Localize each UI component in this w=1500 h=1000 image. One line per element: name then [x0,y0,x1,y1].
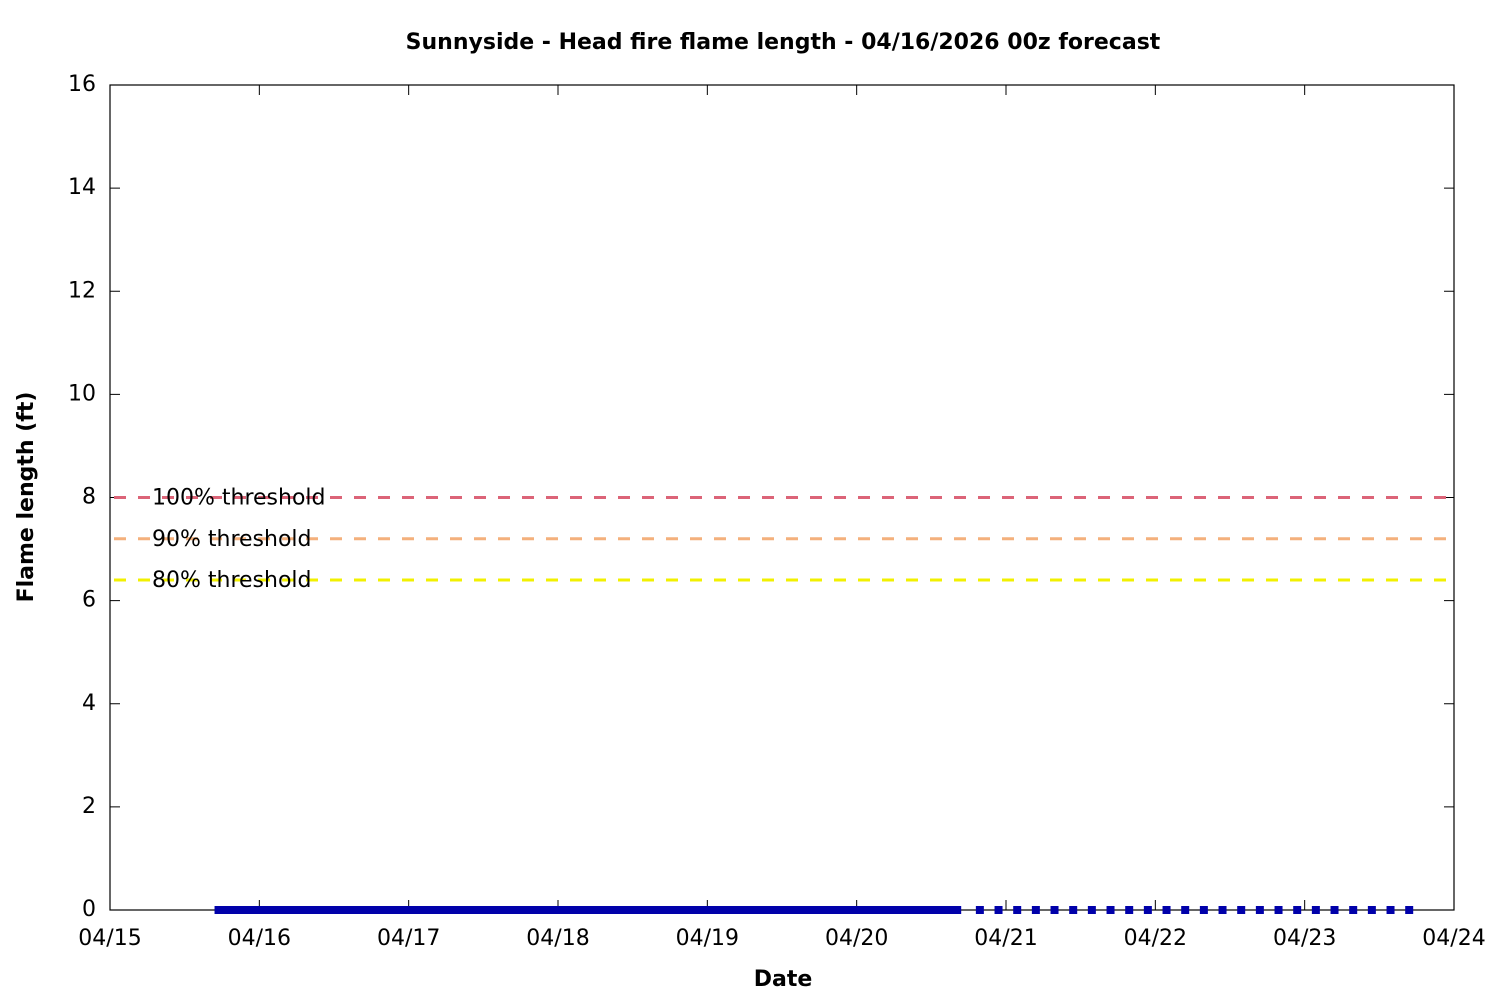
series-point [994,906,1003,914]
threshold-label: 90% threshold [152,527,312,552]
chart-title: Sunnyside - Head fire flame length - 04/… [406,30,1161,55]
series-point [1143,906,1152,914]
y-tick-label: 10 [68,381,96,406]
x-tick-label: 04/15 [78,926,141,951]
y-tick-label: 8 [82,485,96,510]
x-tick-label: 04/22 [1124,926,1187,951]
y-tick-label: 6 [82,588,96,613]
series-point [1162,906,1171,914]
x-tick-label: 04/24 [1422,926,1485,951]
series-point [1031,906,1040,914]
y-tick-label: 4 [82,691,96,716]
series-point [1386,906,1395,914]
series-point [1069,906,1078,914]
threshold-label: 80% threshold [152,568,312,593]
y-tick-label: 12 [68,278,96,303]
series-point [1218,906,1227,914]
x-tick-label: 04/20 [825,926,888,951]
x-tick-label: 04/21 [974,926,1037,951]
x-tick-label: 04/17 [377,926,440,951]
series-point [1050,906,1059,914]
series-point [1237,906,1246,914]
y-tick-label: 0 [82,897,96,922]
series-point [1367,906,1376,914]
series-point [1255,906,1264,914]
y-tick-label: 16 [68,72,96,97]
series-point [1293,906,1302,914]
series-point [1125,906,1134,914]
y-tick-label: 14 [68,175,96,200]
y-axis-label: Flame length (ft) [14,392,39,603]
x-axis-label: Date [754,967,813,992]
series-point [1013,906,1022,914]
x-tick-label: 04/18 [526,926,589,951]
x-tick-label: 04/19 [676,926,739,951]
series-point [975,906,984,914]
y-tick-label: 2 [82,794,96,819]
series-point [1181,906,1190,914]
threshold-label: 100% threshold [152,486,326,511]
series-point [1311,906,1320,914]
series-point [1405,906,1414,914]
series-point [1087,906,1096,914]
x-tick-label: 04/16 [228,926,291,951]
series-point [1330,906,1339,914]
x-tick-label: 04/23 [1273,926,1336,951]
series-point [1349,906,1358,914]
series-point [1199,906,1208,914]
series-point [1106,906,1115,914]
series-point [1274,906,1283,914]
